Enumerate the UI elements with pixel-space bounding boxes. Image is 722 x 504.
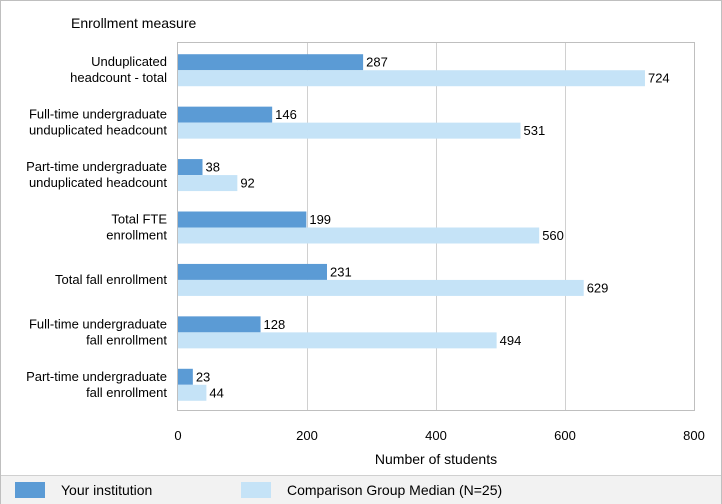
bar-comparison-median [178,70,645,87]
category-label: Unduplicated headcount - total [70,54,167,85]
bar-value-label: 231 [330,264,352,279]
bar-value-label: 38 [206,160,220,175]
bar-comparison-median [178,175,238,192]
category-label: Full-time undergraduate unduplicated head… [29,107,167,138]
y-axis-title: Enrollment measure [71,15,196,31]
category-label: Part-time undergraduate unduplicated head… [26,159,167,190]
bar-value-label: 629 [587,280,609,295]
bar-comparison-median [178,332,497,349]
bar-your-institution [178,54,364,71]
x-tick-labels: 0 200 400 600 800 [174,428,704,443]
bar-value-label: 23 [196,369,210,384]
category-label: Total FTE enrollment [106,212,167,243]
bar-value-label: 92 [240,176,254,191]
legend-label-your-institution: Your institution [61,482,153,498]
bar-your-institution [178,211,307,228]
bar-value-label: 44 [209,385,223,400]
legend-swatch-comparison-median [241,482,271,498]
bar-value-label: 724 [648,71,670,86]
bar-your-institution [178,159,203,176]
legend: Your institution Comparison Group Median… [1,475,721,504]
bar-value-label: 494 [500,333,522,348]
category-label: Full-time undergraduate fall enrollment [29,316,167,347]
bar-comparison-median [178,384,207,401]
x-tick-label: 400 [425,428,447,443]
category-label: Part-time undergraduate fall enrollment [26,369,167,400]
legend-label-comparison-median: Comparison Group Median (N=25) [287,482,503,498]
bar-your-institution [178,106,273,123]
x-tick-label: 800 [683,428,705,443]
bar-comparison-median [178,279,584,296]
bar-value-label: 128 [264,317,286,332]
bar-value-label: 146 [275,107,297,122]
bar-value-label: 287 [366,55,388,70]
bar-value-label: 531 [523,123,545,138]
x-axis-title: Number of students [375,451,497,467]
bar-comparison-median [178,227,540,244]
gridlines [307,43,566,410]
bar-your-institution [178,368,193,385]
bar-your-institution [178,316,261,333]
bar-value-label: 560 [542,228,564,243]
category-label: Total fall enrollment [55,272,167,287]
x-tick-label: 600 [554,428,576,443]
bar-value-label: 199 [309,212,331,227]
bar-your-institution [178,263,327,280]
x-tick-label: 0 [174,428,181,443]
x-tick-label: 200 [296,428,318,443]
category-labels: Unduplicated headcount - total Full-time u… [26,54,167,400]
legend-swatch-your-institution [15,482,45,498]
bar-comparison-median [178,122,521,139]
